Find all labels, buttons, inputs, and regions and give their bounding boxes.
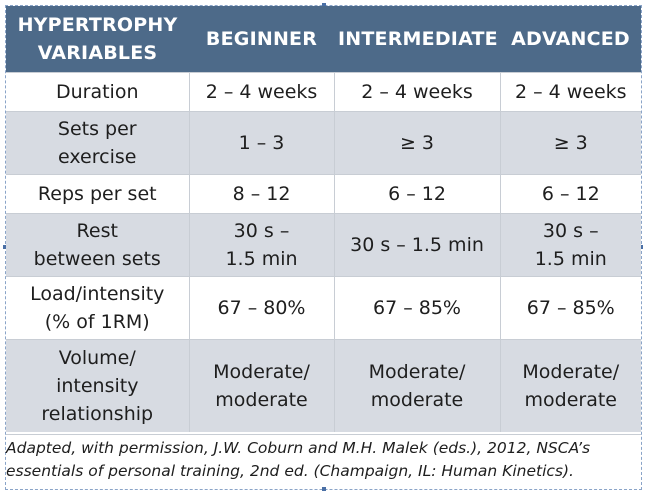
cell-intermediate: Moderate/ moderate (333, 339, 500, 432)
row-label: Duration (6, 72, 189, 112)
header-hypertrophy-variables: HYPERTROPHY VARIABLES (6, 6, 189, 73)
header-intermediate: INTERMEDIATE (334, 6, 500, 73)
cell-intermediate: 6 – 12 (333, 174, 500, 214)
cell-advanced: 30 s – 1.5 min (499, 213, 641, 277)
table-row-rest-between-sets: Rest between sets 30 s – 1.5 min 30 s – … (6, 213, 641, 277)
resize-handle-bottom[interactable] (322, 487, 326, 491)
cell-intermediate: 67 – 85% (333, 276, 500, 340)
row-label: Volume/ intensity relationship (6, 339, 189, 432)
table-row-sets-per-exercise: Sets per exercise 1 – 3 ≥ 3 ≥ 3 (6, 111, 641, 175)
cell-advanced: 6 – 12 (499, 174, 641, 214)
table-row-load-intensity: Load/intensity (% of 1RM) 67 – 80% 67 – … (6, 276, 641, 340)
cell-intermediate: 30 s – 1.5 min (333, 213, 500, 277)
row-label: Reps per set (6, 174, 189, 214)
table-row-duration: Duration 2 – 4 weeks 2 – 4 weeks 2 – 4 w… (6, 72, 641, 112)
table-row-reps-per-set: Reps per set 8 – 12 6 – 12 6 – 12 (6, 174, 641, 214)
caption-divider (6, 434, 641, 435)
cell-beginner: 67 – 80% (188, 276, 334, 340)
cell-advanced: ≥ 3 (499, 111, 641, 175)
cell-advanced: 2 – 4 weeks (499, 72, 641, 112)
row-label: Load/intensity (% of 1RM) (6, 276, 189, 340)
header-beginner: BEGINNER (189, 6, 334, 73)
cell-intermediate: 2 – 4 weeks (333, 72, 500, 112)
row-label: Sets per exercise (6, 111, 189, 175)
cell-beginner: 30 s – 1.5 min (188, 213, 334, 277)
row-label: Rest between sets (6, 213, 189, 277)
source-caption: Adapted, with permission, J.W. Coburn an… (6, 439, 591, 480)
hypertrophy-table: HYPERTROPHY VARIABLES BEGINNER INTERMEDI… (6, 6, 641, 432)
resize-handle-right[interactable] (639, 245, 643, 249)
cell-intermediate: ≥ 3 (333, 111, 500, 175)
cell-beginner: Moderate/ moderate (188, 339, 334, 432)
cell-beginner: 8 – 12 (188, 174, 334, 214)
table-row-volume-intensity: Volume/ intensity relationship Moderate/… (6, 339, 641, 432)
cell-beginner: 2 – 4 weeks (188, 72, 334, 112)
resize-handle-left[interactable] (3, 245, 7, 249)
resize-handle-top[interactable] (322, 3, 326, 7)
table-header-row: HYPERTROPHY VARIABLES BEGINNER INTERMEDI… (6, 6, 641, 73)
cell-advanced: Moderate/ moderate (499, 339, 641, 432)
header-advanced: ADVANCED (500, 6, 641, 73)
cell-advanced: 67 – 85% (499, 276, 641, 340)
cell-beginner: 1 – 3 (188, 111, 334, 175)
